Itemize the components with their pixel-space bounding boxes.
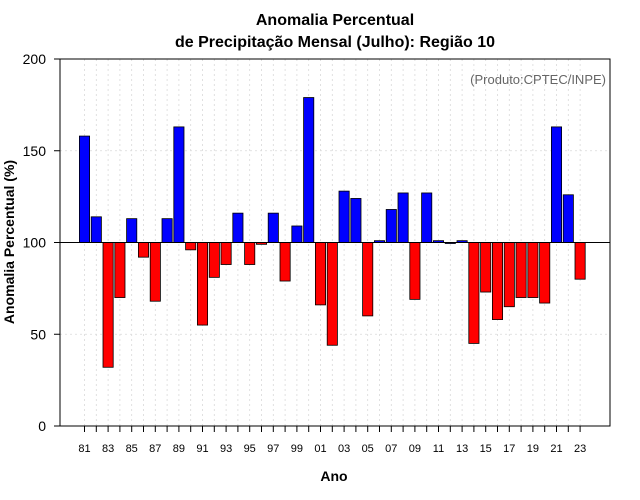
bar-1982 [90,216,102,243]
bar-2016 [491,242,503,320]
bar-1987 [149,242,161,302]
bar-2001 [314,242,326,306]
x-tick-label: 87 [149,443,161,455]
source-annotation: (Produto:CPTEC/INPE) [470,72,606,87]
bar-1998 [279,242,291,282]
y-tick-label: 200 [23,51,47,67]
bar-1999 [291,225,303,243]
bar-2020 [539,242,551,304]
bar-2007 [385,209,397,243]
x-tick-label: 91 [196,443,208,455]
bar-2019 [527,242,539,298]
x-axis: 81 83 85 87 89 91 93 95 97 99 01 03 05 07 09 11 13 15 17 19… [78,426,586,455]
x-tick-label: 19 [527,443,539,455]
x-tick-label: 17 [503,443,515,455]
chart-title-line2: de Precipitação Mensal (Julho): Região 1… [175,34,495,51]
x-tick-label: 15 [480,443,492,455]
x-tick-label: 99 [291,443,303,455]
bar-2018 [515,242,527,298]
bar-2008 [397,192,409,243]
bars [79,97,586,368]
bar-1986 [137,242,149,258]
x-tick-label: 95 [244,443,256,455]
bar-2021 [551,126,563,243]
y-axis: 0 50 100 150 200 [23,51,60,434]
x-tick-label: 11 [433,443,444,455]
x-tick-label: 93 [220,443,232,455]
bar-1985 [126,218,138,243]
x-tick-label: 89 [173,443,185,455]
x-tick-label: 97 [267,443,279,455]
bar-1988 [161,218,173,243]
x-tick-label: 85 [126,443,138,455]
bar-2014 [468,242,480,344]
x-tick-label: 83 [102,443,114,455]
bar-2004 [350,198,362,243]
bar-2017 [503,242,515,308]
bar-1992 [208,242,220,278]
bar-2000 [303,97,315,243]
bar-1997 [267,212,279,243]
y-tick-label: 50 [30,326,46,342]
bar-2010 [421,192,433,243]
bar-2003 [338,190,350,243]
bar-2005 [362,242,374,317]
x-axis-label: Ano [320,468,347,484]
x-tick-label: 07 [385,443,397,455]
bar-2015 [480,242,492,293]
x-tick-label: 81 [78,443,90,455]
x-tick-label: 21 [550,443,562,455]
x-tick-label: 03 [338,443,350,455]
y-tick-label: 0 [38,418,46,434]
bar-2002 [326,242,338,346]
bar-1984 [114,242,126,298]
y-axis-label: Anomalia Percentual (%) [1,160,17,324]
y-tick-label: 150 [23,143,47,159]
bar-1983 [102,242,114,368]
bar-2023 [574,242,586,280]
x-tick-label: 09 [409,443,421,455]
bar-1989 [173,126,185,243]
bar-2009 [409,242,421,300]
bar-1981 [79,135,91,243]
bar-2022 [562,194,574,243]
y-tick-label: 100 [23,235,47,251]
bar-1991 [196,242,208,326]
bar-1994 [232,212,244,243]
bar-1993 [220,242,232,265]
bar-1995 [244,242,256,265]
x-tick-label: 13 [456,443,468,455]
x-tick-label: 05 [362,443,374,455]
x-tick-label: 01 [314,443,326,455]
x-tick-label: 23 [574,443,586,455]
bar-1990 [185,242,197,251]
chart-title-line1: Anomalia Percentual [256,12,414,29]
